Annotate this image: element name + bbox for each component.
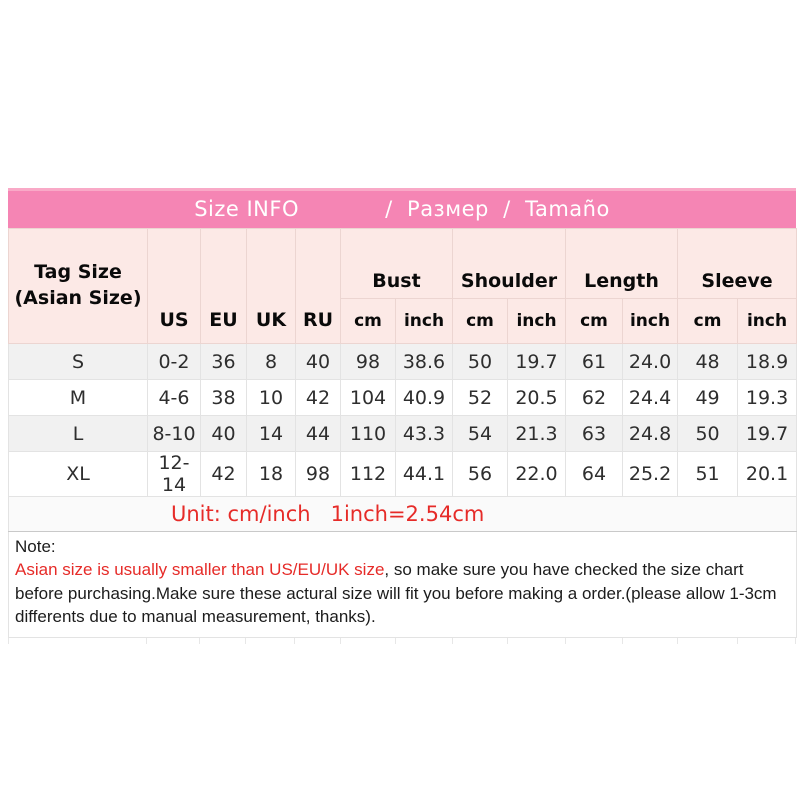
sleeve-cm-header: cm — [677, 298, 739, 344]
col-header-shoulder: Shoulder — [451, 228, 567, 299]
col-header-uk: UK — [246, 228, 296, 344]
size-chart: Size INFO / Размер / Tamaño Tag Size (As… — [7, 188, 798, 644]
col-header-bust: Bust — [340, 228, 453, 299]
col-header-length: Length — [565, 228, 679, 299]
bust-inch-header: inch — [395, 298, 453, 344]
col-header-ru: RU — [295, 228, 341, 344]
table-row-m: M 4-6 38 10 42 104 40.9 52 20.5 62 24.4 … — [8, 379, 798, 416]
sleeve-inch-header: inch — [737, 298, 798, 344]
size-label: L — [8, 415, 148, 452]
table-row-s: S 0-2 36 8 40 98 38.6 50 19.7 61 24.0 48… — [8, 343, 798, 380]
col-header-sleeve: Sleeve — [677, 228, 798, 299]
length-cm-header: cm — [565, 298, 624, 344]
cropped-row-stub — [8, 637, 797, 644]
unit-note: Unit: cm/inch 1inch=2.54cm — [7, 496, 798, 532]
size-info-banner: Size INFO / Размер / Tamaño — [8, 188, 796, 228]
header-unit-row: cm inch cm inch cm inch cm inch — [9, 298, 798, 344]
note-label: Note: — [15, 537, 56, 556]
size-label: S — [8, 343, 148, 380]
note-red-text: Asian size is usually smaller than US/EU… — [15, 560, 385, 580]
shoulder-cm-header: cm — [452, 298, 508, 344]
unit-note-row: Unit: cm/inch 1inch=2.54cm — [7, 496, 798, 532]
header-group-row: Tag Size (Asian Size) US EU UK RU Bust S… — [8, 228, 798, 344]
note-row: Note: Asian size is usually smaller than… — [7, 531, 798, 638]
size-label: M — [8, 379, 148, 416]
shoulder-inch-header: inch — [506, 298, 567, 344]
col-header-us: US — [147, 228, 201, 344]
size-label: XL — [8, 451, 148, 497]
note-paragraph: Asian size is usually smaller than US/EU… — [15, 560, 777, 626]
col-header-eu: EU — [200, 228, 247, 344]
note-black-text: , so make sure you have checked the size… — [15, 560, 777, 627]
tag-size-header: Tag Size (Asian Size) — [8, 228, 148, 344]
table-row-xl: XL 12-14 42 18 98 112 44.1 56 22.0 64 25… — [8, 451, 798, 497]
bust-cm-header: cm — [340, 298, 396, 344]
length-inch-header: inch — [622, 298, 679, 344]
size-table: Tag Size (Asian Size) US EU UK RU Bust S… — [7, 228, 798, 638]
table-row-l: L 8-10 40 14 44 110 43.3 54 21.3 63 24.8… — [8, 415, 798, 452]
